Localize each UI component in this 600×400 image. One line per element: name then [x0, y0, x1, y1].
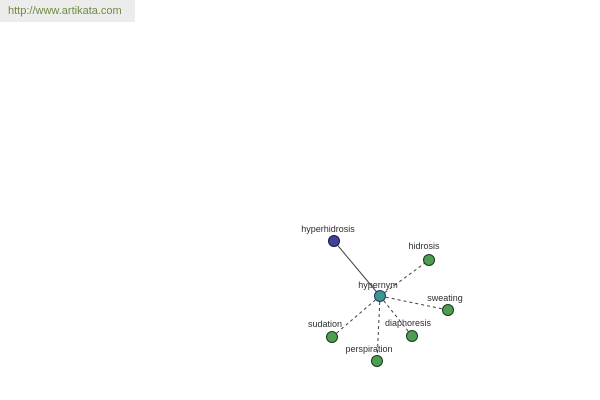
- node-label-hidrosis: hidrosis: [408, 241, 440, 251]
- node-label-sudation: sudation: [308, 319, 342, 329]
- edge-hypernym-diaphoresis: [379, 295, 413, 337]
- node-hidrosis[interactable]: [423, 254, 435, 266]
- edge-hypernym-hidrosis: [379, 259, 430, 297]
- edge-hypernym-hyperhidrosis: [333, 240, 381, 297]
- node-label-diaphoresis: diaphoresis: [385, 318, 432, 328]
- url-label: http://www.artikata.com: [0, 0, 135, 22]
- node-diaphoresis[interactable]: [406, 330, 418, 342]
- node-hypernym[interactable]: [374, 290, 386, 302]
- node-label-sweating: sweating: [427, 293, 463, 303]
- node-perspiration[interactable]: [371, 355, 383, 367]
- node-label-hypernym: hypernym: [358, 280, 398, 290]
- node-sweating[interactable]: [442, 304, 454, 316]
- edge-hypernym-sudation: [331, 295, 381, 338]
- edge-hypernym-perspiration: [376, 295, 381, 362]
- node-label-perspiration: perspiration: [345, 344, 392, 354]
- node-sudation[interactable]: [326, 331, 338, 343]
- node-hyperhidrosis[interactable]: [328, 235, 340, 247]
- node-label-hyperhidrosis: hyperhidrosis: [301, 224, 355, 234]
